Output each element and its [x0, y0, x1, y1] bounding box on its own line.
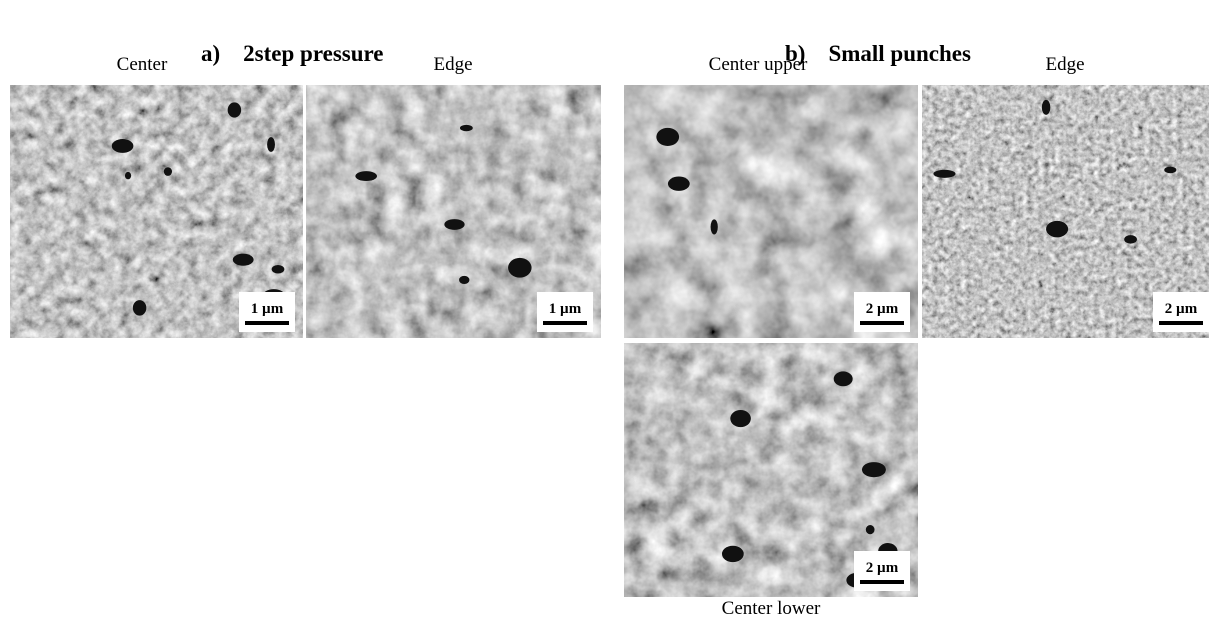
image-caption: Edge — [1045, 54, 1084, 76]
pore — [460, 125, 473, 131]
pore — [656, 128, 679, 146]
scale-bar: 2 µm — [854, 292, 910, 332]
scale-bar: 2 µm — [1153, 292, 1209, 332]
sem-image: 1 µm — [306, 85, 601, 338]
pore — [459, 276, 469, 284]
pore — [722, 546, 744, 562]
pore — [730, 410, 751, 427]
pore — [233, 254, 254, 266]
pore — [355, 171, 377, 181]
sem-image: 2 µm — [624, 85, 918, 338]
sem-image: 1 µm — [10, 85, 303, 338]
pore — [125, 172, 131, 179]
pore — [862, 462, 886, 477]
pore — [866, 525, 875, 534]
image-caption: Center lower — [722, 598, 821, 620]
panel-label: a) — [201, 41, 220, 66]
scale-bar: 1 µm — [239, 292, 295, 332]
sem-image: 2 µm — [922, 85, 1209, 338]
scale-bar-label: 2 µm — [866, 300, 898, 318]
pore — [267, 137, 275, 152]
scale-bar-label: 2 µm — [1165, 300, 1197, 318]
pore — [272, 265, 285, 274]
pore — [711, 219, 718, 234]
scale-bar: 2 µm — [854, 551, 910, 591]
pore — [1164, 167, 1176, 174]
scale-bar: 1 µm — [537, 292, 593, 332]
pore — [444, 219, 464, 230]
figure: a) 2step pressure b) Small punches Cente… — [0, 0, 1209, 623]
scale-bar-label: 2 µm — [866, 559, 898, 577]
scale-bar-label: 1 µm — [251, 300, 283, 318]
pore — [508, 258, 532, 278]
pore — [1124, 235, 1137, 243]
pore — [1042, 100, 1050, 115]
pore — [933, 170, 955, 178]
image-caption: Center upper — [709, 54, 808, 76]
sem-image: 2 µm — [624, 343, 918, 597]
pore — [668, 177, 690, 191]
panel-title-text: 2step pressure — [243, 41, 383, 66]
image-caption: Edge — [433, 54, 472, 76]
panel-title-text: Small punches — [828, 41, 971, 66]
scale-bar-label: 1 µm — [549, 300, 581, 318]
image-caption: Center — [117, 54, 168, 76]
pore — [133, 300, 146, 316]
pore — [164, 167, 172, 176]
panel-title: a) 2step pressure — [178, 15, 384, 93]
pore — [834, 371, 853, 386]
pore — [112, 139, 134, 153]
pore — [1046, 221, 1068, 238]
pore — [228, 102, 242, 117]
